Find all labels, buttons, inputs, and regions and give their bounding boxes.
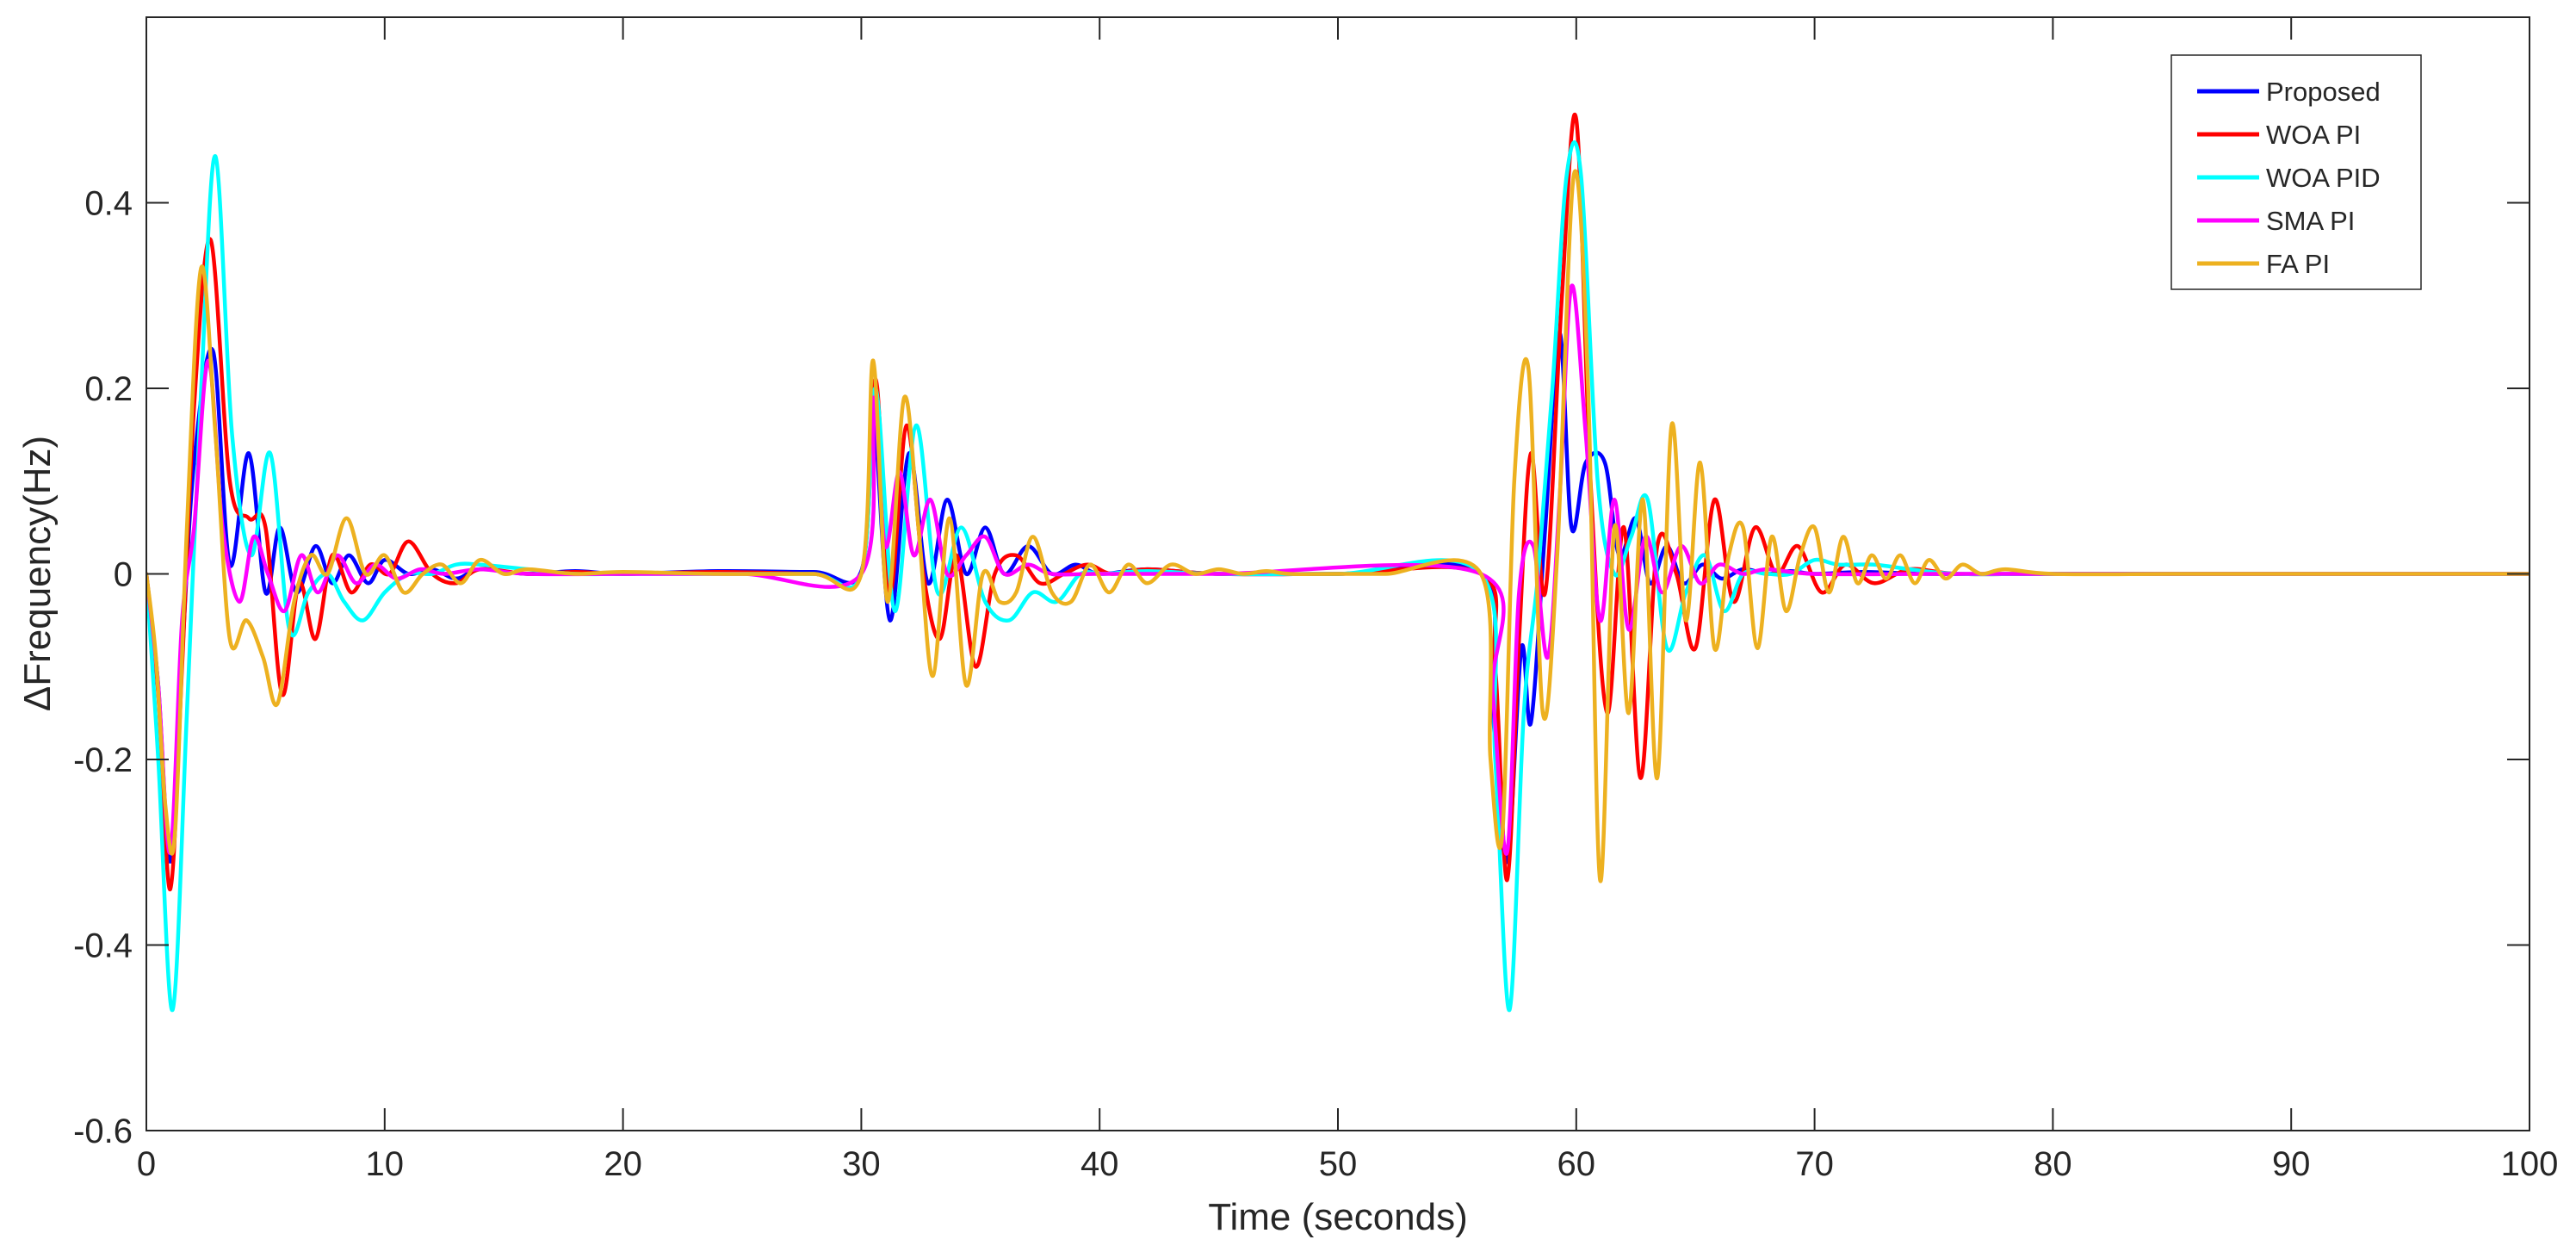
y-tick-label: -0.4 [73,927,133,965]
legend-label-5: FA PI [2266,249,2330,279]
y-tick-label: -0.2 [73,741,133,779]
ticks-layer: 0 10 20 30 40 50 60 70 80 90 100 -0.6 -0.4 -0.2 0 0.2 0.… [73,17,2558,1183]
y-tick-label: 0 [114,556,133,594]
x-tick-label: 60 [1557,1145,1596,1183]
y-tick-label: -0.6 [73,1113,133,1150]
x-tick-label: 50 [1319,1145,1358,1183]
x-tick-label: 80 [2034,1145,2072,1183]
series-line-5 [146,169,2530,883]
x-tick-label: 70 [1795,1145,1834,1183]
y-tick-label: 0.4 [84,185,133,223]
legend-label-1: Proposed [2266,77,2381,107]
series-layer [146,112,2530,1013]
x-tick-label: 20 [604,1145,642,1183]
x-tick-label: 40 [1081,1145,1119,1183]
y-tick-label: 0.2 [84,370,133,408]
legend-label-4: SMA PI [2266,206,2355,236]
legend-box [2170,54,2422,290]
x-tick-label: 0 [137,1145,156,1183]
x-tick-label: 90 [2272,1145,2311,1183]
legend-label-3: WOA PID [2266,163,2381,193]
x-tick-label: 30 [842,1145,881,1183]
y-axis-label: ΔFrequency(Hz) [16,436,59,711]
legend: Proposed WOA PI WOA PID SMA PI FA PI [2170,54,2422,290]
x-tick-label: 100 [2501,1145,2559,1183]
legend-label-2: WOA PI [2266,120,2361,150]
x-tick-label: 10 [366,1145,405,1183]
x-axis-label: Time (seconds) [1208,1196,1468,1238]
